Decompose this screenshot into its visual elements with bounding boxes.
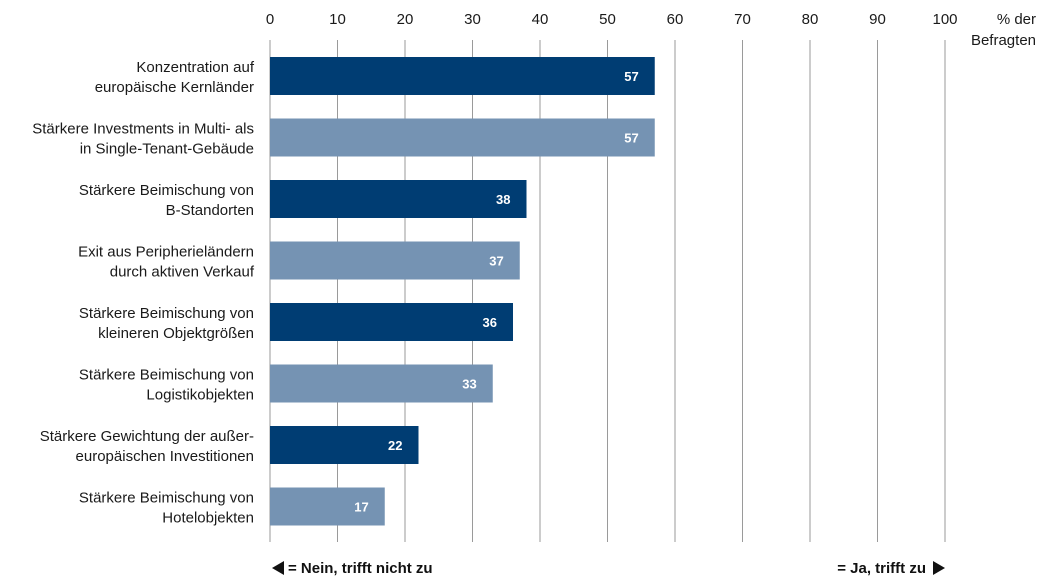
footer-right-label: = Ja, trifft zu xyxy=(837,560,926,577)
x-tick-label: 90 xyxy=(869,11,886,28)
bar-value-label: 36 xyxy=(483,315,497,330)
category-label: B-Standorten xyxy=(166,202,254,219)
x-tick-label: 20 xyxy=(397,11,414,28)
bar xyxy=(270,241,520,280)
bar xyxy=(270,487,385,526)
category-label: Konzentration auf xyxy=(136,59,254,76)
category-label: in Single-Tenant-Gebäude xyxy=(80,141,254,158)
category-label: Stärkere Beimischung von xyxy=(79,490,254,507)
bar xyxy=(270,303,513,341)
x-axis-ticks: 0 10 20 30 40 50 60 70 80 90 100 xyxy=(266,11,958,28)
bar xyxy=(270,118,655,157)
x-tick-label: 50 xyxy=(599,11,616,28)
x-tick-label: 100 xyxy=(932,11,957,28)
category-label: Stärkere Beimischung von xyxy=(79,182,254,199)
x-axis-unit: % der Befragten xyxy=(971,11,1036,49)
category-label: durch aktiven Verkauf xyxy=(110,264,255,281)
bar xyxy=(270,180,527,218)
bar xyxy=(270,57,655,95)
x-tick-label: 60 xyxy=(667,11,684,28)
category-label: Stärkere Investments in Multi- als xyxy=(32,121,254,138)
bar xyxy=(270,426,419,464)
category-labels: Konzentration auf europäische Kernländer S… xyxy=(32,59,255,527)
bar-value-label: 33 xyxy=(462,377,476,392)
category-label: Hotelobjekten xyxy=(162,510,254,527)
category-label: Exit aus Peripherieländern xyxy=(78,244,254,261)
bars xyxy=(270,57,655,526)
bar-value-label: 37 xyxy=(489,254,503,269)
x-axis-unit-label: Befragten xyxy=(971,32,1036,49)
category-label: europäischen Investitionen xyxy=(76,448,254,465)
category-label: europäische Kernländer xyxy=(95,79,254,96)
category-label: Stärkere Beimischung von xyxy=(79,367,254,384)
category-label: kleineren Objektgrößen xyxy=(98,325,254,342)
bar-value-label: 57 xyxy=(624,131,638,146)
x-tick-label: 80 xyxy=(802,11,819,28)
bar-value-label: 17 xyxy=(354,500,368,515)
arrow-left-icon xyxy=(272,561,284,575)
x-tick-label: 0 xyxy=(266,11,274,28)
arrow-right-icon xyxy=(933,561,945,575)
x-tick-label: 70 xyxy=(734,11,751,28)
bar-value-label: 38 xyxy=(496,192,510,207)
bar-value-label: 57 xyxy=(624,69,638,84)
footer-left-label: = Nein, trifft nicht zu xyxy=(288,560,433,577)
footer: = Nein, trifft nicht zu = Ja, trifft zu xyxy=(272,560,945,577)
value-labels: 57 57 38 37 36 33 22 17 xyxy=(354,69,638,515)
x-tick-label: 40 xyxy=(532,11,549,28)
category-label: Stärkere Beimischung von xyxy=(79,305,254,322)
bar xyxy=(270,364,493,403)
x-axis-unit-label: % der xyxy=(997,11,1036,28)
gridlines xyxy=(269,40,946,542)
bar-value-label: 22 xyxy=(388,438,402,453)
x-tick-label: 10 xyxy=(329,11,346,28)
category-label: Logistikobjekten xyxy=(146,387,254,404)
category-label: Stärkere Gewichtung der außer- xyxy=(40,428,254,445)
x-tick-label: 30 xyxy=(464,11,481,28)
